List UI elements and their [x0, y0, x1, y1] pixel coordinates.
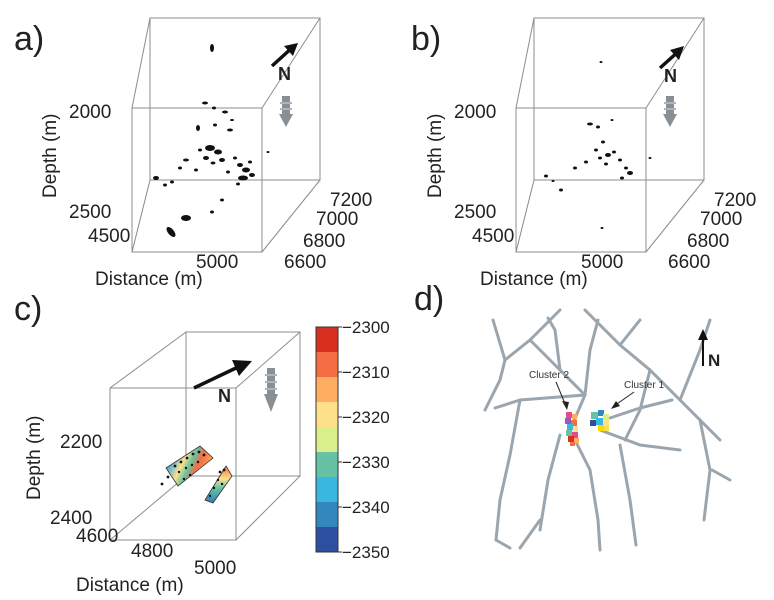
panel-c-well-marker: [264, 368, 278, 412]
panel-c-north-arrow: N: [193, 360, 252, 406]
panel-a-y-tick-2: 6800: [303, 231, 345, 252]
panel-d-cluster-labels: Cluster 2 Cluster 1: [529, 370, 664, 410]
panel-c-letter: c): [14, 290, 42, 328]
panel-d-fault-map: [483, 308, 732, 552]
panel-b-north-arrow: N: [658, 46, 684, 86]
panel-c-north-label: N: [218, 386, 231, 406]
panel-a-x-tick-0: 4500: [88, 226, 130, 247]
panel-b-events: [544, 61, 652, 229]
colorbar-stripe: [316, 377, 338, 403]
colorbar-stripe: [316, 527, 338, 553]
colorbar-stripe: [316, 477, 338, 503]
colorbar-tick-label: −2300: [342, 318, 390, 337]
panel-b-x-axis-title: Distance (m): [480, 269, 588, 290]
panel-c-fracture-surfaces: [160, 445, 233, 504]
panel-b-letter: b): [411, 20, 441, 58]
cluster-1-label: Cluster 1: [624, 380, 664, 391]
colorbar-stripe: [316, 427, 338, 453]
panel-b-box: [515, 17, 705, 253]
panel-d-north-arrow: N: [698, 329, 720, 370]
panel-a-depth-axis-title: Depth (m): [40, 114, 61, 198]
panel-c-x-axis-title: Distance (m): [76, 575, 184, 596]
panel-c-depth-tick-1: 2400: [50, 508, 92, 529]
colorbar-tick-label: −2340: [342, 498, 390, 517]
panel-c-colorbar-ticks: −2300 −2310 −2320 −2330 −2340 −2350: [338, 318, 390, 562]
panel-b: b): [411, 17, 756, 290]
panel-a: a): [14, 17, 372, 290]
panel-c-depth-tick-0: 2200: [60, 432, 102, 453]
panel-b-depth-tick-0: 2000: [454, 102, 496, 123]
colorbar-tick-label: −2310: [342, 363, 390, 382]
cluster-2-label: Cluster 2: [529, 370, 569, 381]
panel-d-north-label: N: [708, 351, 720, 370]
panel-b-depth-tick-1: 2500: [454, 202, 496, 223]
panel-b-depth-axis-title: Depth (m): [425, 114, 446, 198]
panel-c-colorbar: −2300 −2310 −2320 −2330 −2340 −2350: [315, 318, 390, 562]
panel-c-x-tick-1: 4800: [131, 541, 173, 562]
panel-b-x-tick-0: 4500: [472, 226, 514, 247]
panel-a-depth-tick-1: 2500: [69, 202, 111, 223]
panel-a-events: [153, 44, 270, 237]
colorbar-tick-label: −2320: [342, 408, 390, 427]
panel-b-y-tick-0: 7200: [714, 190, 756, 211]
panel-d: d): [414, 280, 732, 552]
colorbar-stripe: [316, 327, 338, 353]
panel-c-colorbar-stripes: [316, 327, 338, 553]
colorbar-tick-label: −2330: [342, 453, 390, 472]
panel-a-y-tick-1: 7000: [316, 209, 358, 230]
panel-a-north-arrow: N: [270, 43, 298, 84]
panel-d-cluster-1: [590, 410, 609, 431]
colorbar-tick-label: −2350: [342, 543, 390, 562]
colorbar-stripe: [316, 452, 338, 478]
colorbar-stripe: [316, 352, 338, 378]
colorbar-stripe: [316, 502, 338, 528]
panel-b-y-tick-3: 6600: [668, 252, 710, 273]
panel-a-box: [131, 17, 321, 253]
panel-a-well-marker: [279, 96, 293, 127]
panel-c-box: [109, 331, 301, 541]
panel-a-x-axis-title: Distance (m): [95, 269, 203, 290]
panel-a-y-tick-3: 6600: [284, 252, 326, 273]
panel-a-x-tick-1: 5000: [196, 252, 238, 273]
panel-b-y-tick-2: 6800: [687, 231, 729, 252]
panel-c-x-tick-0: 4600: [76, 526, 118, 547]
panel-c-x-tick-2: 5000: [194, 558, 236, 579]
panel-d-letter: d): [414, 280, 444, 318]
panel-c-depth-axis-title: Depth (m): [24, 416, 45, 500]
panel-b-well-marker: [663, 96, 677, 127]
panel-b-y-tick-1: 7000: [700, 209, 742, 230]
panel-a-depth-tick-0: 2000: [69, 102, 111, 123]
panel-c: c): [14, 290, 390, 596]
panel-b-x-tick-1: 5000: [581, 252, 623, 273]
panel-b-north-label: N: [664, 66, 677, 86]
panel-a-letter: a): [14, 20, 44, 58]
colorbar-stripe: [316, 402, 338, 428]
panel-a-y-tick-0: 7200: [330, 190, 372, 211]
panel-d-cluster-2: [565, 412, 579, 446]
panel-a-north-label: N: [278, 64, 291, 84]
